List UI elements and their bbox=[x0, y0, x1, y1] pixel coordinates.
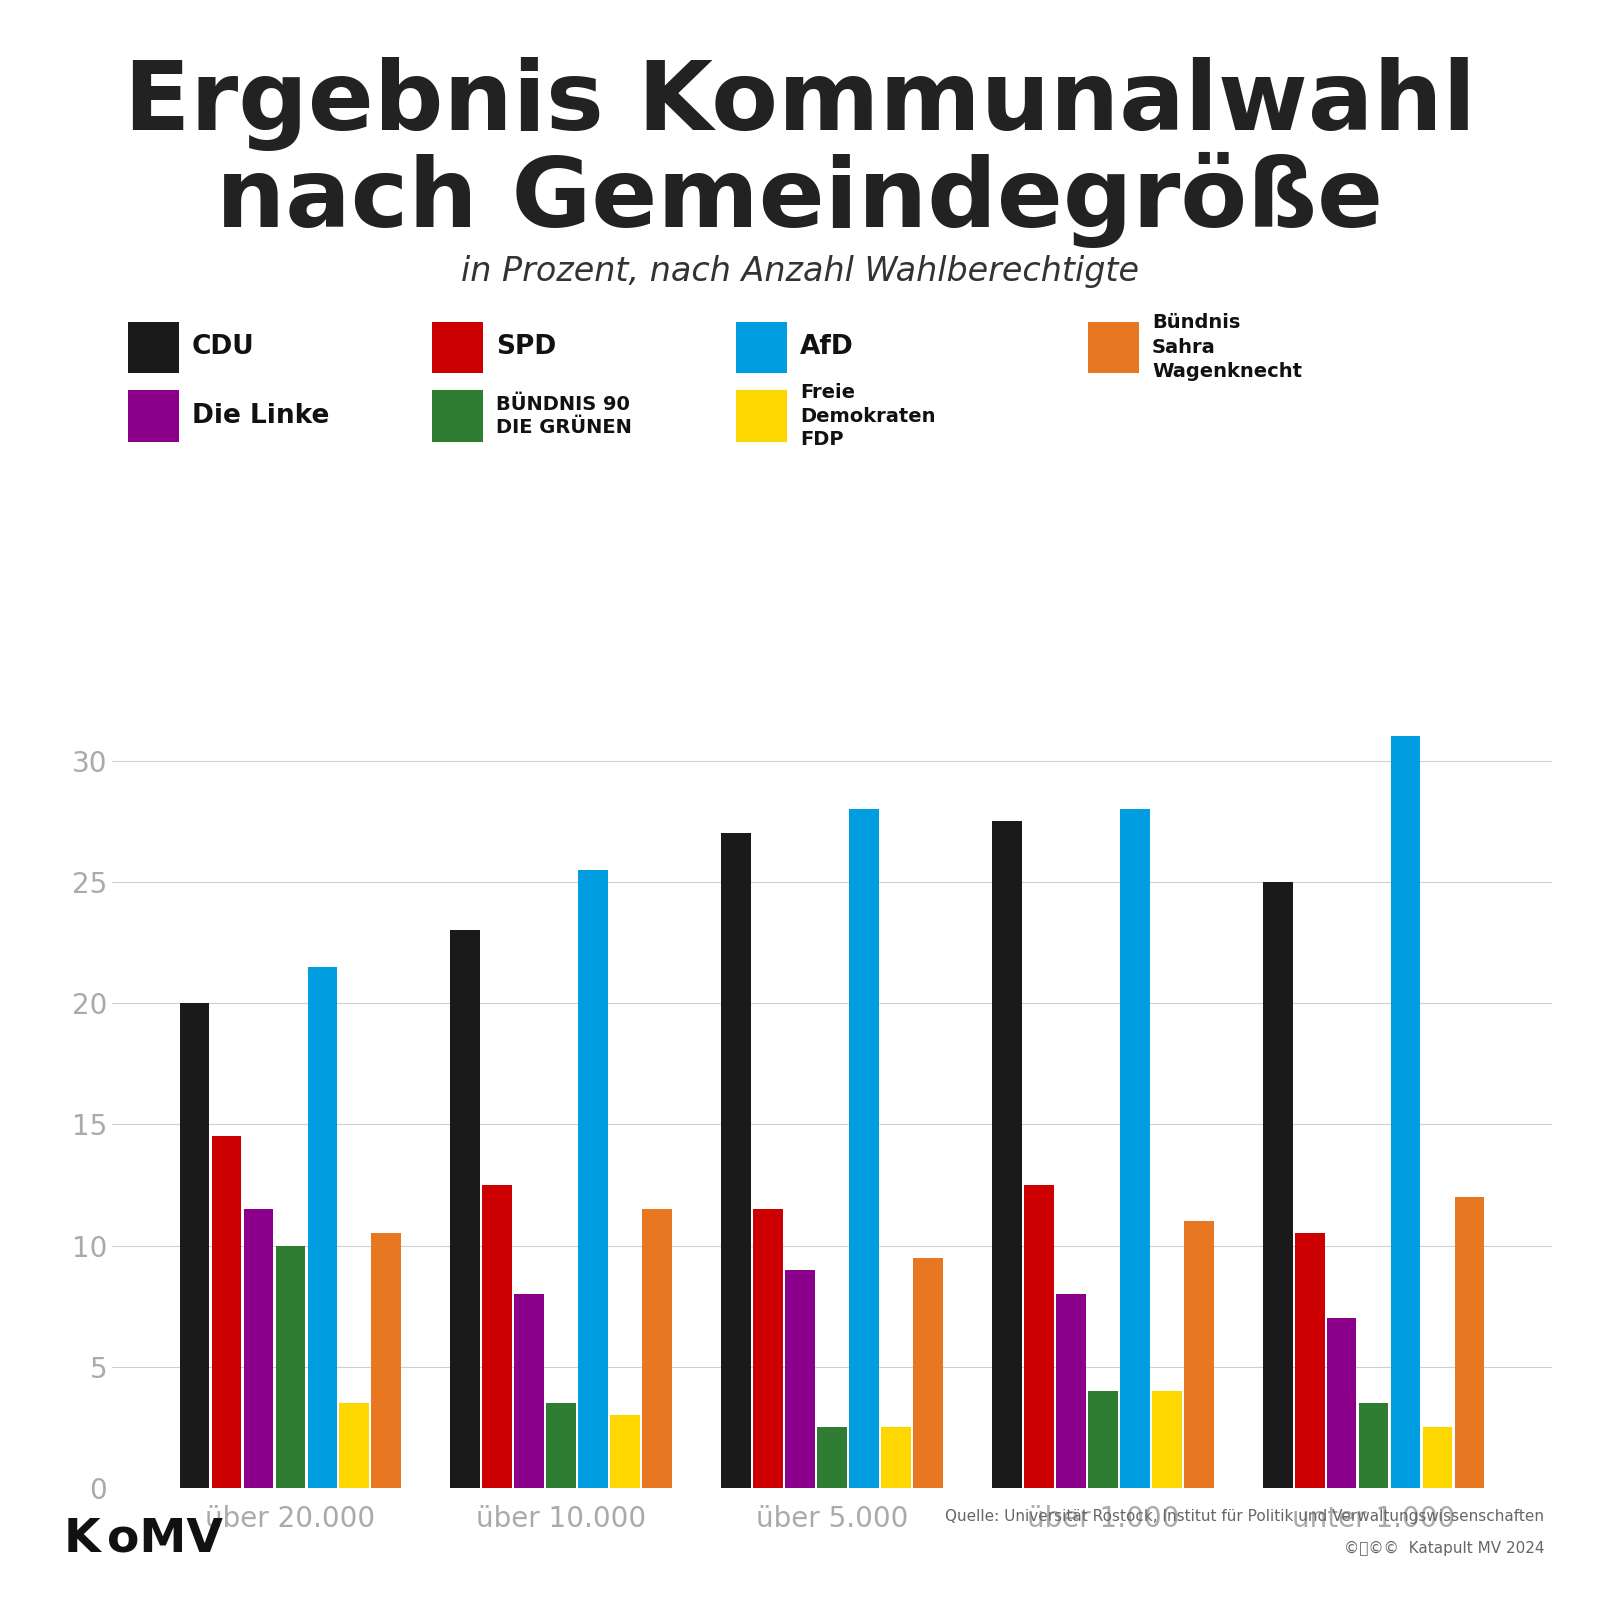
Text: Freie
Demokraten
FDP: Freie Demokraten FDP bbox=[800, 382, 936, 450]
Bar bbox=[1056, 1294, 1086, 1488]
Bar bbox=[882, 1427, 910, 1488]
Bar bbox=[371, 1234, 402, 1488]
Text: Ergebnis Kommunalwahl: Ergebnis Kommunalwahl bbox=[125, 58, 1475, 150]
Bar bbox=[275, 1245, 306, 1488]
Bar bbox=[1024, 1186, 1054, 1488]
Bar bbox=[818, 1427, 846, 1488]
Text: BÜNDNIS 90
DIE GRÜNEN: BÜNDNIS 90 DIE GRÜNEN bbox=[496, 395, 632, 437]
Text: K: K bbox=[64, 1517, 101, 1562]
Text: ᴏMV: ᴏMV bbox=[107, 1517, 222, 1562]
Bar bbox=[1294, 1234, 1325, 1488]
Bar bbox=[1152, 1390, 1181, 1488]
Bar bbox=[1326, 1318, 1357, 1488]
Text: Die Linke: Die Linke bbox=[192, 403, 330, 429]
Bar bbox=[1262, 882, 1293, 1488]
Bar bbox=[483, 1186, 512, 1488]
Text: ©ⓘ©©  Katapult MV 2024: ©ⓘ©© Katapult MV 2024 bbox=[1344, 1541, 1544, 1557]
Bar bbox=[514, 1294, 544, 1488]
Text: in Prozent, nach Anzahl Wahlberechtigte: in Prozent, nach Anzahl Wahlberechtigte bbox=[461, 256, 1139, 288]
Bar bbox=[992, 821, 1022, 1488]
Bar bbox=[1422, 1427, 1453, 1488]
Bar bbox=[642, 1210, 672, 1488]
Text: nach Gemeindegröße: nach Gemeindegröße bbox=[216, 152, 1384, 248]
Text: CDU: CDU bbox=[192, 334, 254, 360]
Bar bbox=[1390, 736, 1421, 1488]
Text: AfD: AfD bbox=[800, 334, 854, 360]
Text: SPD: SPD bbox=[496, 334, 557, 360]
Bar bbox=[610, 1416, 640, 1488]
Bar bbox=[754, 1210, 782, 1488]
Bar bbox=[179, 1003, 210, 1488]
Bar bbox=[339, 1403, 370, 1488]
Bar bbox=[211, 1136, 242, 1488]
Bar bbox=[850, 810, 878, 1488]
Bar bbox=[1088, 1390, 1118, 1488]
Bar bbox=[914, 1258, 942, 1488]
Bar bbox=[1358, 1403, 1389, 1488]
Bar bbox=[578, 870, 608, 1488]
Bar bbox=[546, 1403, 576, 1488]
Bar bbox=[1184, 1221, 1213, 1488]
Bar bbox=[1454, 1197, 1485, 1488]
Bar bbox=[1120, 810, 1150, 1488]
Text: Quelle: Universität Rostock, Institut für Politik und Verwaltungswissenschaften: Quelle: Universität Rostock, Institut fü… bbox=[946, 1509, 1544, 1525]
Bar bbox=[451, 931, 480, 1488]
Bar bbox=[307, 966, 338, 1488]
Bar bbox=[243, 1210, 274, 1488]
Bar bbox=[722, 834, 750, 1488]
Text: Bündnis
Sahra
Wagenknecht: Bündnis Sahra Wagenknecht bbox=[1152, 314, 1302, 381]
Bar bbox=[786, 1270, 814, 1488]
